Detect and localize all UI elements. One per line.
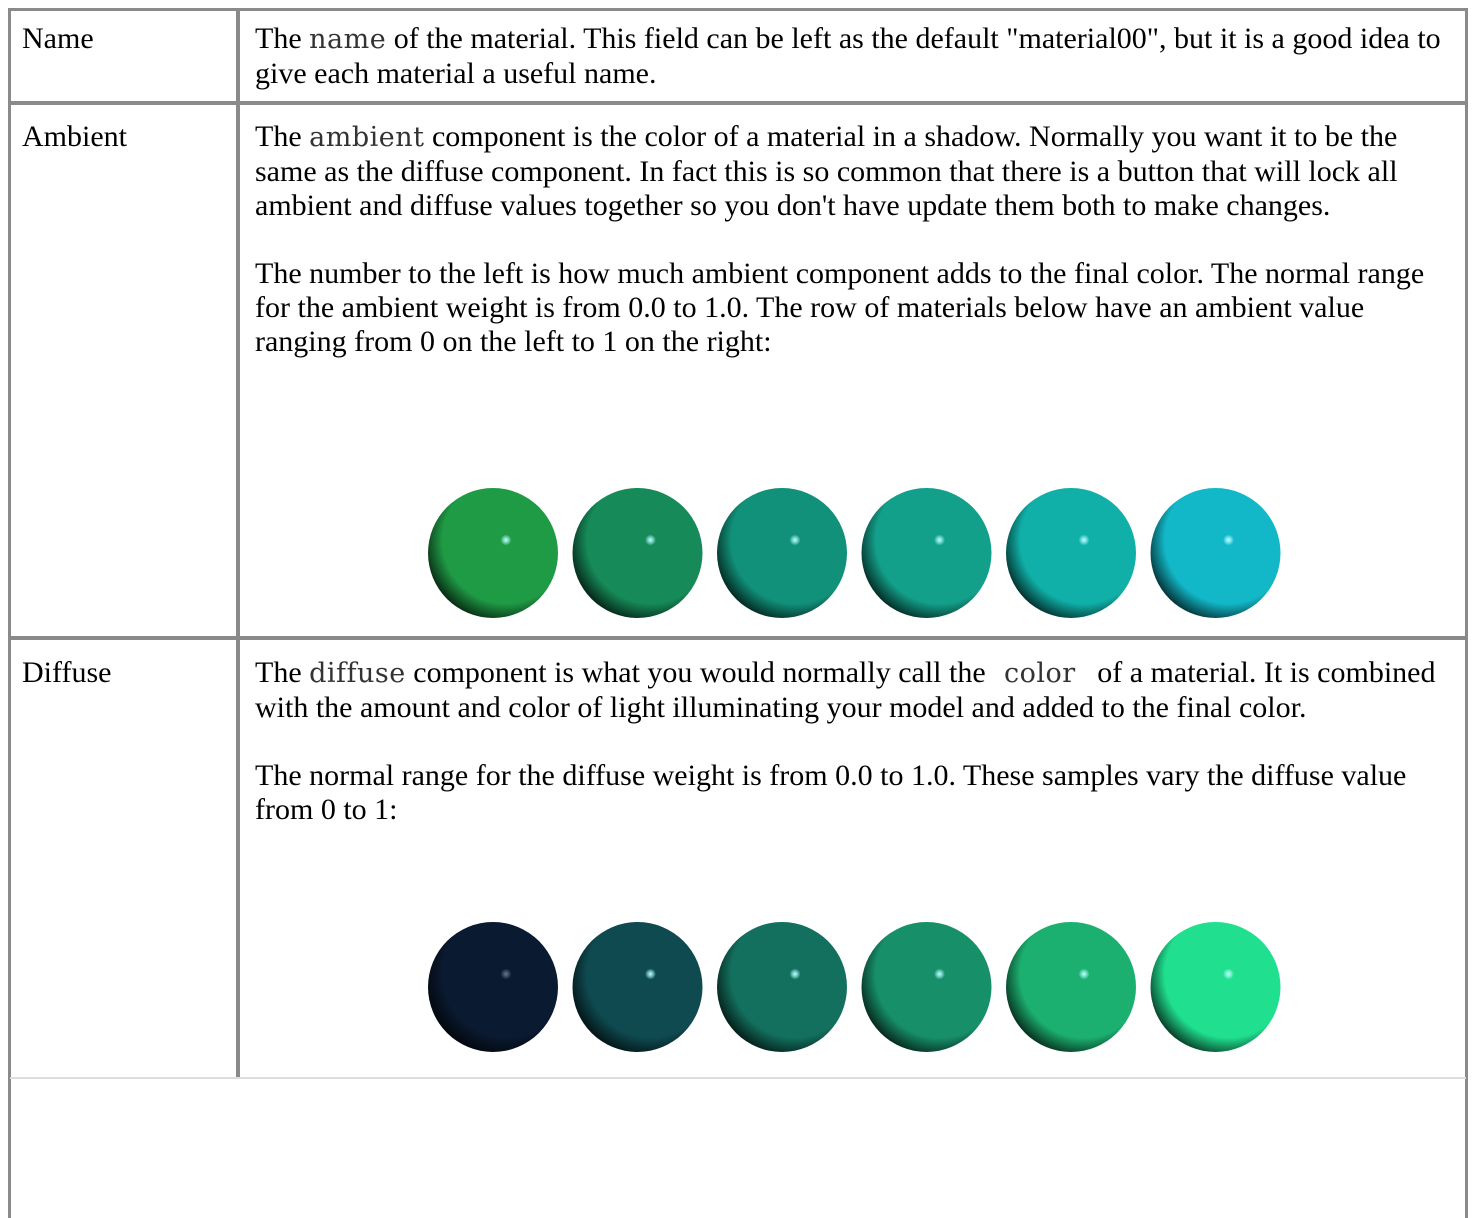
sample-sphere (572, 488, 703, 618)
border (10, 636, 1466, 640)
border (1465, 8, 1468, 1218)
sample-sphere (1150, 922, 1281, 1052)
row-description: The ambient component is the color of a … (255, 120, 1455, 393)
text: The (255, 120, 310, 153)
text: The number to the left is how much ambie… (255, 257, 1425, 358)
row-label: Diffuse (22, 656, 112, 689)
sample-sphere (1006, 488, 1136, 618)
text: The normal range for the diffuse weight … (255, 759, 1407, 826)
sample-sphere (861, 922, 992, 1052)
paragraph: The normal range for the diffuse weight … (255, 759, 1455, 827)
ambient-samples (428, 488, 1281, 618)
text: of the material. This field can be left … (255, 22, 1441, 90)
row-label: Ambient (22, 120, 127, 153)
text: of a material. It is combined with the a… (255, 656, 1436, 724)
border (10, 1077, 1466, 1079)
sample-sphere (428, 488, 558, 618)
paragraph: The ambient component is the color of a … (255, 120, 1455, 223)
diffuse-samples (428, 922, 1281, 1052)
paragraph: The diffuse component is what you would … (255, 656, 1455, 725)
text: The (255, 22, 310, 55)
sample-sphere (1150, 488, 1281, 618)
sample-sphere (717, 922, 847, 1052)
sample-sphere (861, 488, 992, 618)
border (236, 10, 240, 1078)
text: component is what you would normally cal… (405, 656, 994, 689)
sample-sphere (1006, 922, 1136, 1052)
border (8, 8, 1468, 11)
border (10, 101, 1466, 105)
keyword: color (1003, 658, 1076, 689)
keyword: name (309, 24, 387, 55)
text: component is the color of a material in … (255, 120, 1398, 222)
row-description: The name of the material. This field can… (255, 22, 1455, 125)
keyword: diffuse (309, 658, 406, 689)
keyword: ambient (309, 122, 425, 153)
paragraph: The number to the left is how much ambie… (255, 257, 1455, 359)
paragraph: The name of the material. This field can… (255, 22, 1455, 91)
sample-sphere (572, 922, 703, 1052)
row-label: Name (22, 22, 94, 55)
text: The (255, 656, 310, 689)
row-description: The diffuse component is what you would … (255, 656, 1455, 861)
border (8, 8, 11, 1218)
sample-sphere (428, 922, 558, 1052)
sample-sphere (717, 488, 847, 618)
